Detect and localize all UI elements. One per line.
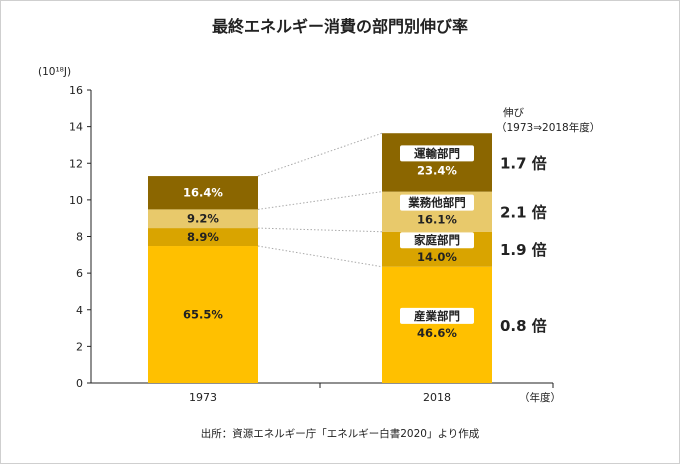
data-label: 9.2% <box>187 212 219 226</box>
growth-header-line2: （1973⇒2018年度） <box>496 121 600 134</box>
data-label: 8.9% <box>187 230 219 244</box>
sector-label: 家庭部門 <box>414 233 460 247</box>
sector-label-box <box>400 145 474 162</box>
sector-label-box <box>400 232 474 249</box>
bar-segment <box>148 176 258 210</box>
bar-segment <box>148 246 258 383</box>
y-axis-unit: (10¹⁸J) <box>38 66 71 78</box>
sector-label: 産業部門 <box>414 309 460 323</box>
sector-label-box <box>400 307 474 324</box>
connector-line <box>257 245 383 268</box>
growth-multiplier: 0.8 倍 <box>500 317 547 335</box>
data-label: 65.5% <box>183 308 223 322</box>
y-tick-label: 0 <box>76 377 83 390</box>
x-category-label: 2018 <box>423 391 451 404</box>
sector-label: 業務他部門 <box>407 196 466 210</box>
y-tick-label: 14 <box>69 121 83 134</box>
y-tick-label: 2 <box>76 340 83 353</box>
sector-label-box <box>400 194 474 211</box>
x-axis-unit: （年度） <box>519 391 561 404</box>
growth-multiplier: 1.9 倍 <box>500 241 547 259</box>
data-label: 14.0% <box>417 250 457 264</box>
x-category-label: 1973 <box>189 391 217 404</box>
y-tick-label: 16 <box>69 84 83 97</box>
y-tick-label: 8 <box>76 231 83 244</box>
bar-segment <box>148 209 258 229</box>
growth-multiplier: 1.7 倍 <box>500 154 547 172</box>
bar-segment <box>382 133 492 192</box>
growth-multiplier: 2.1 倍 <box>500 204 547 222</box>
sector-label: 運輸部門 <box>414 146 460 160</box>
source-note: 出所：資源エネルギー庁「エネルギー白書2020」より作成 <box>201 427 480 440</box>
bar-segment <box>382 266 492 383</box>
data-label: 16.4% <box>183 186 223 200</box>
y-tick-label: 6 <box>76 267 83 280</box>
y-tick-label: 4 <box>76 304 83 317</box>
bar-segment <box>148 228 258 247</box>
data-label: 46.6% <box>417 326 457 340</box>
data-label: 16.1% <box>417 213 457 227</box>
y-tick-label: 12 <box>69 157 83 170</box>
y-tick-label: 10 <box>69 194 83 207</box>
data-label: 23.4% <box>417 163 457 177</box>
chart-title: 最終エネルギー消費の部門別伸び率 <box>212 17 468 36</box>
growth-header-line1: 伸び <box>503 107 524 119</box>
connector-line <box>257 227 383 233</box>
connector-line <box>257 191 383 210</box>
connector-line <box>257 132 383 177</box>
